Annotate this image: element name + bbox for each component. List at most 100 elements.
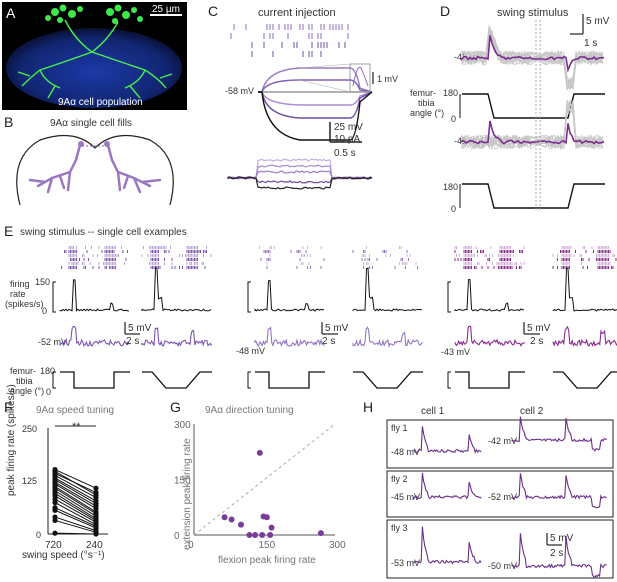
g-xtick: 300 [329,540,346,551]
rate-label-2: rate [10,289,26,299]
scale-time: 2 s [322,336,335,347]
voltage-traces [258,67,373,141]
panel-e-title: swing stimulus -- single cell examples [20,227,187,238]
angle-label-2: tibia [418,98,435,108]
angle-label-1: femur- [410,88,436,98]
series-line [54,516,97,532]
data-point [256,449,263,456]
panel-d-letter: D [440,3,450,19]
series-line [54,479,97,504]
g-xtick: 0 [188,540,194,551]
angle-stimulus [455,371,525,389]
panel-b-letter: B [4,114,13,130]
trial-trace [461,100,604,150]
angle-label-3: angle (°) [410,108,444,118]
angle-axis [447,371,451,389]
firing-rate-trace [59,279,130,312]
scale-mv: 5 mV [527,323,551,334]
angle-stimulus [255,371,325,389]
vm-label-1: -52 mV [38,337,67,347]
data-point [267,532,274,538]
scale-mv: 5 mV [586,16,610,27]
firing-rate-trace [454,279,525,312]
direction-tuning-chart: 0 150 300 300 150 0 [174,420,346,551]
angle-axis [52,371,56,389]
vm-label: -52 mV [488,492,517,502]
firing-rate-trace [141,266,212,312]
rate-tick-lo: 0 [42,306,47,316]
panel-h-letter: H [363,399,373,415]
vm-label: -48 mV [391,447,420,457]
vm-label: -42 mV [488,436,517,446]
scale-time: 2 s [550,548,563,559]
cell-bodies [45,4,143,24]
angle-stimulus [462,93,605,119]
scale-time: 2 s [126,336,139,347]
angle-stimulus [60,371,130,389]
voltage-trace [511,416,607,452]
f-ylabel: peak firing rate (spikes/s) [6,384,17,496]
tick-180: 180 [443,182,458,192]
series-line [54,492,97,520]
series-line [54,486,97,513]
brain-outline [16,134,174,206]
data-point [246,532,253,538]
vm-label: -50 mV [488,561,517,571]
tick-0: 0 [451,204,456,214]
series-line [54,498,97,523]
angle-stimulus [353,371,423,389]
fly-label: fly 1 [391,423,408,433]
angle-label-3: angle (°) [10,386,44,396]
data-point [268,524,275,531]
data-point [52,517,58,524]
panel-e-letter: E [4,223,13,239]
f-xlabel: swing speed (°s⁻¹) [22,550,105,561]
data-point [317,530,324,537]
scale-mv: 5 mV [128,323,152,334]
f-xtick: 240 [86,540,103,551]
series-line [54,532,97,535]
voltage-trace [552,325,617,347]
h-col1: cell 1 [421,406,445,417]
data-point [238,521,244,528]
angle-label-1: femur- [10,366,36,376]
vm-label: -53 mV [391,558,420,568]
firing-rate-trace [552,267,617,312]
fly-traces [413,416,607,579]
series-line [54,481,97,507]
series-line [54,507,97,527]
angle-stimulus [462,183,605,209]
panel-f-title: 9Aα speed tuning [36,405,114,416]
panel-d: D swing stimulus 5 mV 1 s -48 mV -49 mV … [410,3,610,214]
rate-axis [52,281,56,313]
scale-mv: 5 mV [325,323,349,334]
series-line [54,477,97,502]
panel-f-letter: F [4,399,13,415]
data-point [259,532,266,538]
voltage-trace [413,472,482,501]
series-line [54,469,97,489]
trial-trace [461,27,604,91]
g-xlabel: flexion peak firing rate [218,555,316,566]
panel-a-caption: 9Aα cell population [58,97,143,108]
vm-label-2: -48 mV [236,346,265,356]
inset-scale-label: 1 mV [377,74,398,84]
spike-raster [230,24,349,57]
voltage-trace [59,325,131,347]
vm-label-3: -43 mV [441,347,470,357]
vm-label: -45 mV [391,492,420,502]
series-line [54,472,97,493]
f-xtick: 720 [45,540,62,551]
tick-180: 180 [40,366,55,376]
angle-stimulus [142,371,212,389]
scale-mv: 5 mV [550,533,574,544]
scale-bars-e [124,322,540,335]
scale-time: 1 s [584,38,597,49]
panel-c-title: current injection [258,7,336,19]
panel-g-title: 9Aα direction tuning [205,405,294,416]
panel-a-letter: A [6,5,16,21]
voltage-trace [141,327,213,347]
scale-bar-label: 25 µm [152,4,180,15]
f-ytick: 0 [36,530,41,540]
